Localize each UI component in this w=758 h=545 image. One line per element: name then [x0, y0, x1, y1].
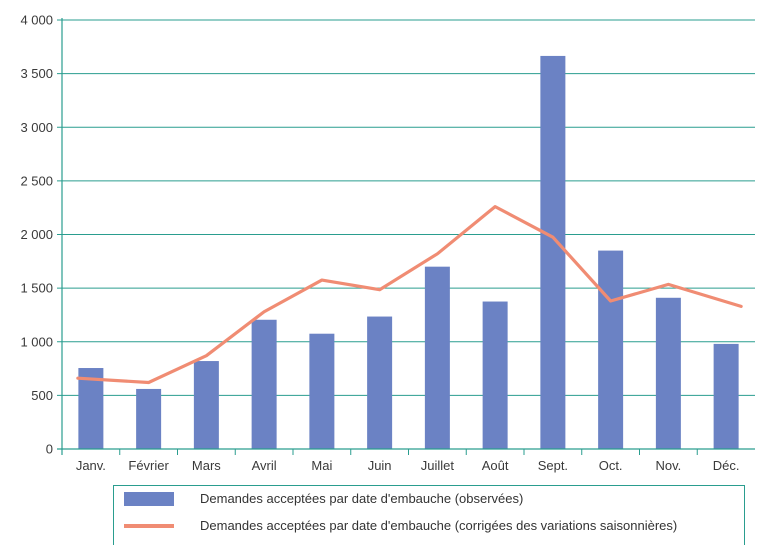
y-tick-label: 1 500: [20, 281, 53, 296]
legend-label-bars: Demandes acceptées par date d'embauche (…: [200, 491, 524, 506]
y-tick-label: 2 000: [20, 227, 53, 242]
bar: [540, 55, 566, 450]
y-tick-label: 1 000: [20, 334, 53, 349]
y-tick-label: 500: [31, 388, 53, 403]
seasonal-line: [76, 205, 743, 385]
line-series: [76, 205, 743, 385]
x-tick-label: Sept.: [538, 458, 568, 473]
x-tick-label: Août: [482, 458, 509, 473]
bar: [193, 361, 219, 449]
bar: [482, 301, 508, 449]
x-tick-label: Déc.: [713, 458, 740, 473]
x-tick-label: Mars: [192, 458, 221, 473]
x-tick-label: Oct.: [599, 458, 623, 473]
axes: [57, 18, 755, 455]
y-tick-label: 2 500: [20, 173, 53, 188]
y-tick-label: 3 000: [20, 120, 53, 135]
legend: Demandes acceptées par date d'embauche (…: [113, 485, 745, 545]
legend-item-line: Demandes acceptées par date d'embauche (…: [114, 518, 677, 533]
bar: [598, 250, 624, 449]
bar: [424, 266, 450, 449]
grid-lines: [57, 19, 755, 396]
bar: [713, 343, 739, 449]
bar: [78, 368, 104, 449]
bar: [309, 333, 335, 449]
legend-label-line: Demandes acceptées par date d'embauche (…: [200, 518, 678, 533]
bar: [655, 297, 681, 449]
bar: [367, 316, 393, 449]
legend-bar-swatch: [124, 491, 174, 506]
legend-item-bars: Demandes acceptées par date d'embauche (…: [114, 491, 523, 506]
x-tick-label: Nov.: [655, 458, 681, 473]
x-tick-label: Mai: [311, 458, 332, 473]
legend-line-swatch: [124, 523, 174, 528]
x-tick-label: Juin: [368, 458, 392, 473]
bar: [251, 319, 277, 449]
x-tick-label: Avril: [252, 458, 277, 473]
x-tick-labels: Janv. Février Mars Avril Mai Juin Juillet Août S…: [76, 458, 740, 473]
bar-series: [78, 55, 739, 450]
bar: [136, 388, 162, 449]
x-tick-label: Juillet: [421, 458, 455, 473]
y-tick-labels: 0 500 1 000 1 500 2 000 2 500 3 000 3 500 4 000: [20, 13, 53, 457]
y-tick-label: 3 500: [20, 66, 53, 81]
y-tick-label: 0: [46, 442, 53, 457]
x-tick-label: Janv.: [76, 458, 106, 473]
x-tick-label: Février: [128, 458, 169, 473]
y-tick-label: 4 000: [20, 13, 53, 28]
